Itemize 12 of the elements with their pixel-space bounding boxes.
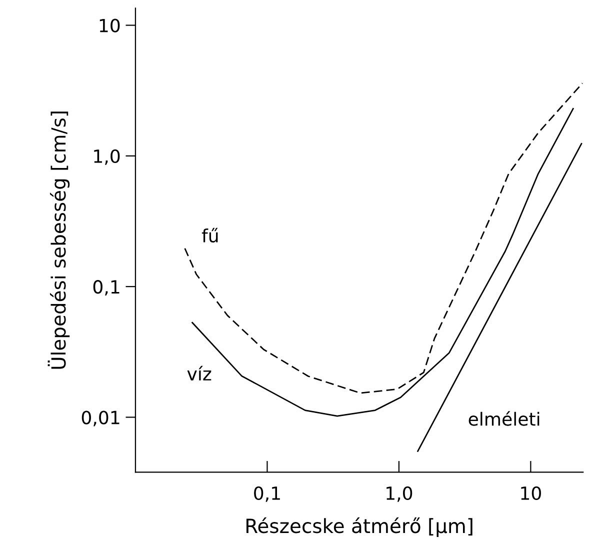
series-label: víz	[187, 366, 212, 380]
y-tick-label: 1,0	[94, 149, 120, 165]
y-axis-title: Ülepedési sebesség [cm/s]	[48, 112, 70, 369]
series-label: elméleti	[468, 411, 540, 426]
series-label: fű	[202, 228, 218, 243]
y-tick-label: 10	[100, 18, 120, 32]
x-tick-label: 0,1	[254, 486, 280, 502]
x-tick-label: 10	[521, 486, 541, 500]
x-axis-title: Részecske átmérő [μm]	[246, 517, 472, 537]
y-tick-label: 0,01	[82, 410, 120, 426]
x-tick-label: 1,0	[386, 486, 412, 502]
y-tick-label: 0,1	[93, 280, 120, 296]
